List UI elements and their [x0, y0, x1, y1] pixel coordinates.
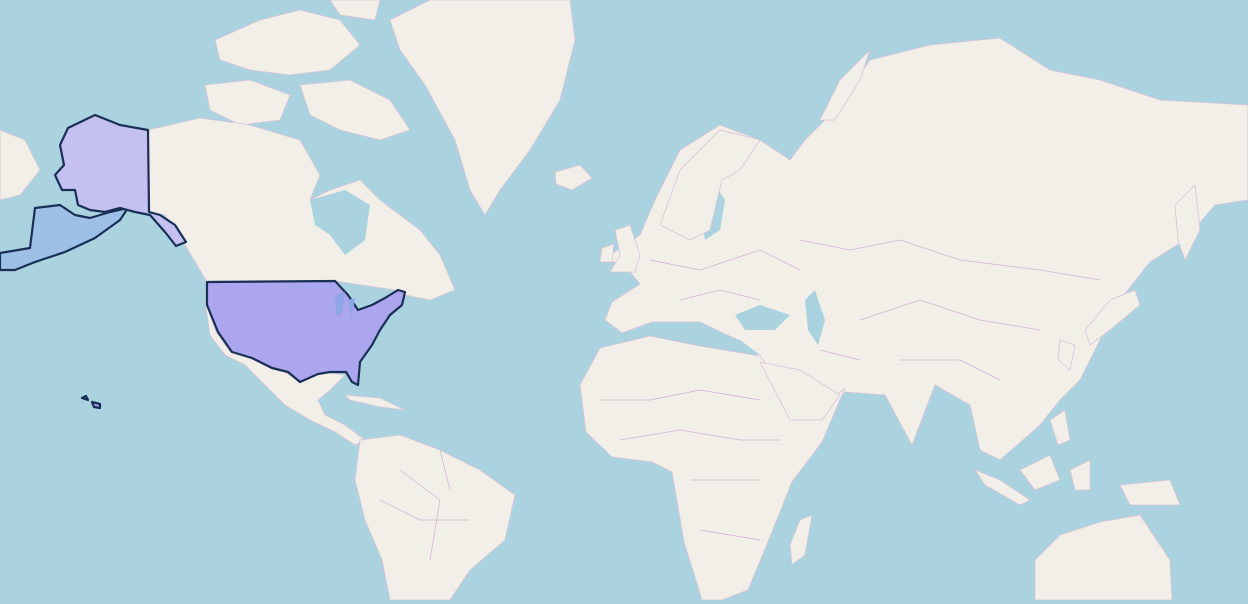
- novaya-zemlya: [819, 49, 871, 121]
- scandinavia: [659, 129, 761, 241]
- chukotka-land: [0, 129, 41, 201]
- black-sea: [735, 305, 790, 330]
- iceland: [554, 164, 593, 191]
- asia-islands: [973, 184, 1201, 506]
- eurasia: [598, 37, 1248, 461]
- great-lakes: [335, 292, 355, 318]
- great-britain: [609, 224, 641, 273]
- arctic-archipelago: [204, 0, 411, 141]
- madagascar: [789, 514, 813, 566]
- hawaii[interactable]: [80, 394, 102, 410]
- greenland: [389, 0, 576, 216]
- caspian-sea: [805, 290, 825, 345]
- cuba: [343, 394, 406, 411]
- contiguous-united-states[interactable]: [205, 279, 407, 387]
- mediterranean: [622, 325, 760, 355]
- alaska[interactable]: [53, 113, 188, 248]
- united-states-highlight[interactable]: [0, 113, 407, 410]
- ireland: [599, 243, 615, 263]
- hudson-bay: [310, 190, 370, 255]
- africa: [579, 335, 846, 601]
- alaska-southwest[interactable]: [0, 203, 130, 272]
- arabia: [759, 361, 841, 421]
- country-borders: [649, 239, 1101, 381]
